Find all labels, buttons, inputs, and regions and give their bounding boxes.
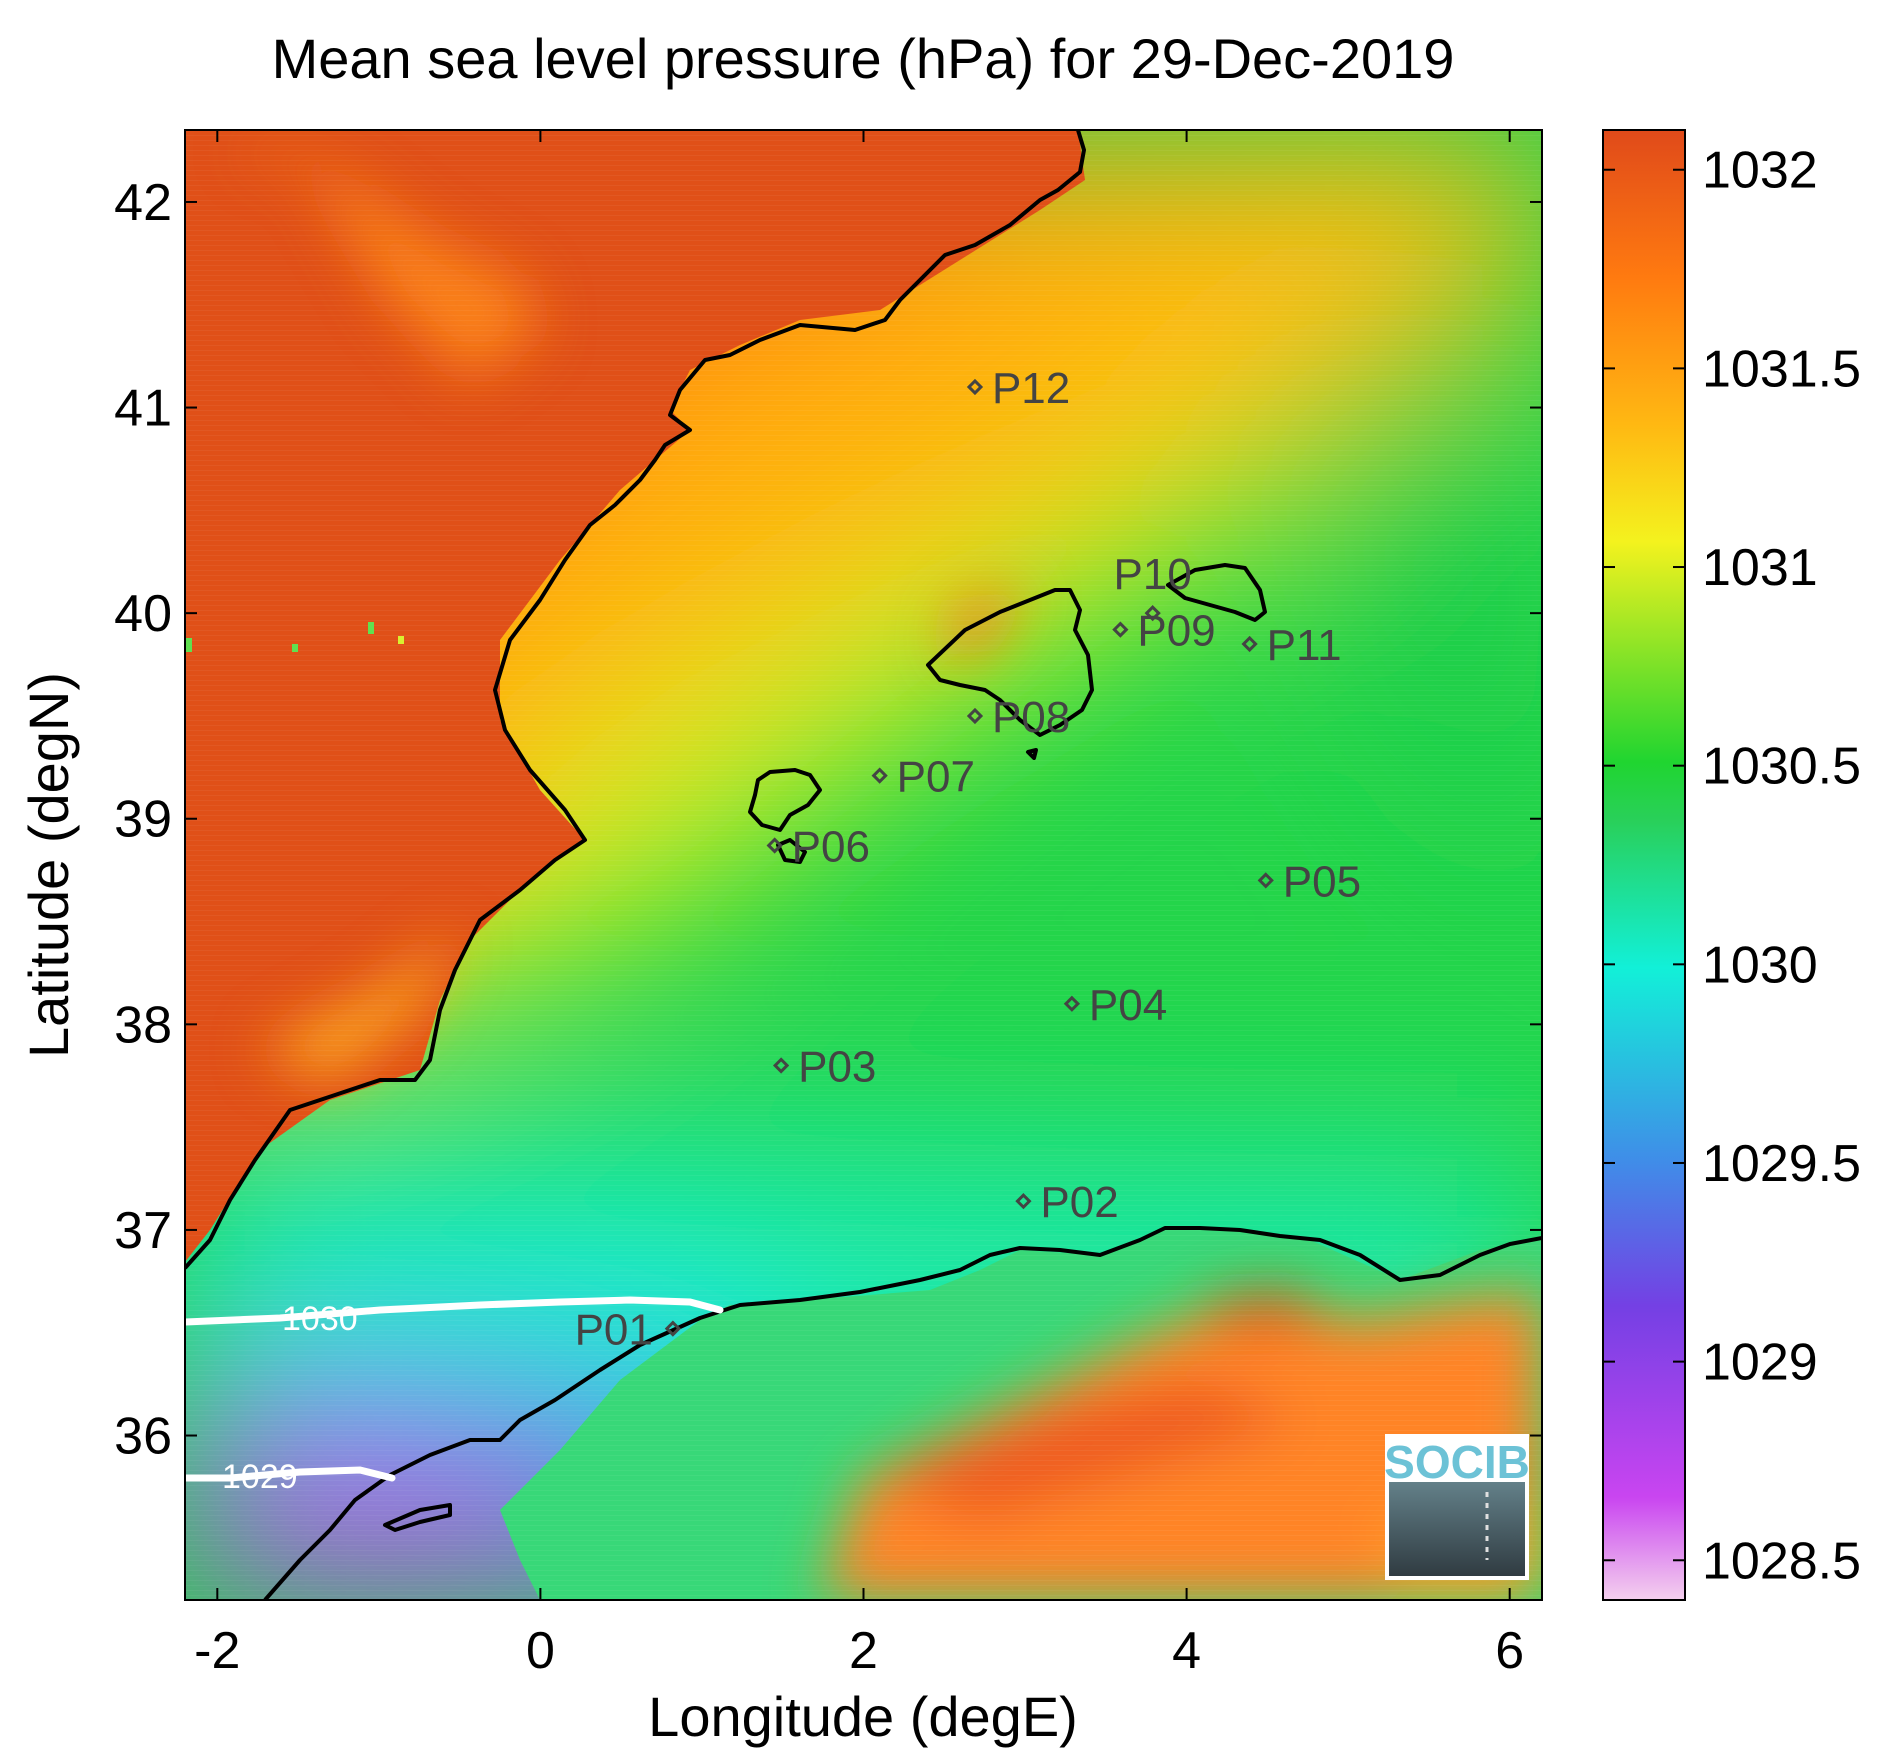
colorbar-tick-label: 1032 <box>1702 142 1818 200</box>
station-label: P02 <box>1040 1178 1118 1227</box>
station-marker-icon <box>966 707 984 725</box>
x-tick-label: 4 <box>1172 1622 1201 1680</box>
socib-logo: SOCIB <box>1384 1434 1530 1580</box>
x-tick-label: -2 <box>194 1622 240 1680</box>
contour-1029 <box>185 1466 396 1482</box>
y-tick-label: 38 <box>114 996 172 1054</box>
mallorca-coastline <box>926 588 1094 737</box>
station-marker-icon <box>871 767 888 784</box>
station-marker-icon <box>966 378 984 396</box>
coastlines <box>185 130 1542 1600</box>
station-marker-icon <box>1112 621 1129 638</box>
x-axis-label: Longitude (degE) <box>648 1685 1078 1748</box>
y-tick-label: 41 <box>114 380 172 438</box>
cabrera-coastline <box>1026 748 1038 760</box>
station-marker-icon <box>1063 995 1081 1012</box>
formentera-coastline <box>776 838 807 864</box>
y-tick-label: 42 <box>114 174 172 232</box>
station-label: P08 <box>992 693 1070 742</box>
chart-title: Mean sea level pressure (hPa) for 29-Dec… <box>272 27 1455 90</box>
colorbar-tick-label: 1031 <box>1702 539 1818 597</box>
station-label: P06 <box>792 822 870 871</box>
station-label: P12 <box>992 364 1070 413</box>
y-axis-ticks: 36 37 38 39 40 41 42 <box>114 174 1542 1466</box>
station-label: P10 <box>1114 550 1192 599</box>
station-label: P01 <box>575 1306 653 1355</box>
contour-labels: 1030 1029 <box>222 1300 358 1496</box>
colorbar-ticks: 1028.5 1029 1029.5 1030 1030.5 1031 1031.5 1032 <box>1603 142 1861 1590</box>
station-label: P04 <box>1089 981 1167 1030</box>
x-axis-ticks: -2 0 2 4 6 <box>194 130 1524 1680</box>
colorbar-tick-label: 1031.5 <box>1702 340 1861 398</box>
alboran-coastline <box>383 1503 452 1532</box>
station-markers: P01 P02 P03 P04 P05 P06 P07 P08 P09 P10 P11 P12 <box>575 364 1361 1355</box>
menorca-coastline <box>1166 563 1267 622</box>
iberia-coastline <box>185 130 1086 1270</box>
colorbar-tick-label: 1028.5 <box>1702 1532 1861 1590</box>
station-label: P03 <box>798 1042 876 1091</box>
x-tick-label: 0 <box>526 1622 555 1680</box>
station-marker-icon <box>1144 605 1161 622</box>
station-label: P09 <box>1137 607 1215 656</box>
colorbar-tick-label: 1029.5 <box>1702 1135 1861 1193</box>
contour-label-1029: 1029 <box>222 1458 298 1496</box>
station-marker-icon <box>772 1057 790 1074</box>
contour-lines <box>185 1296 724 1482</box>
contour-label-1030: 1030 <box>282 1300 358 1338</box>
colorbar: 1028.5 1029 1029.5 1030 1030.5 1031 1031.5 1032 <box>1602 129 1861 1601</box>
north-africa-coastline <box>263 1226 1542 1600</box>
y-tick-label: 37 <box>114 1202 172 1260</box>
pressure-field <box>185 130 1542 1600</box>
ibiza-coastline <box>748 768 822 832</box>
y-tick-label: 36 <box>114 1408 172 1466</box>
y-axis-label: Latitude (degN) <box>17 672 80 1058</box>
colorbar-tick-label: 1029 <box>1702 1334 1818 1392</box>
contour-1030 <box>185 1296 724 1326</box>
station-marker-icon <box>766 837 783 854</box>
station-marker-icon <box>1015 1193 1032 1210</box>
colorbar-tick-label: 1030 <box>1702 936 1818 994</box>
station-marker-icon <box>1241 635 1258 653</box>
x-tick-label: 6 <box>1495 1622 1524 1680</box>
y-tick-label: 39 <box>114 791 172 849</box>
station-marker-icon <box>1257 872 1274 889</box>
station-marker-icon <box>664 1320 681 1337</box>
x-tick-label: 2 <box>849 1622 878 1680</box>
colorbar-gradient <box>1602 129 1686 1601</box>
colorbar-tick-label: 1030.5 <box>1702 738 1861 796</box>
socib-logo-text: SOCIB <box>1384 1436 1530 1488</box>
station-label: P11 <box>1267 621 1342 670</box>
y-tick-label: 40 <box>114 585 172 643</box>
station-label: P05 <box>1283 857 1361 906</box>
station-label: P07 <box>897 753 975 802</box>
